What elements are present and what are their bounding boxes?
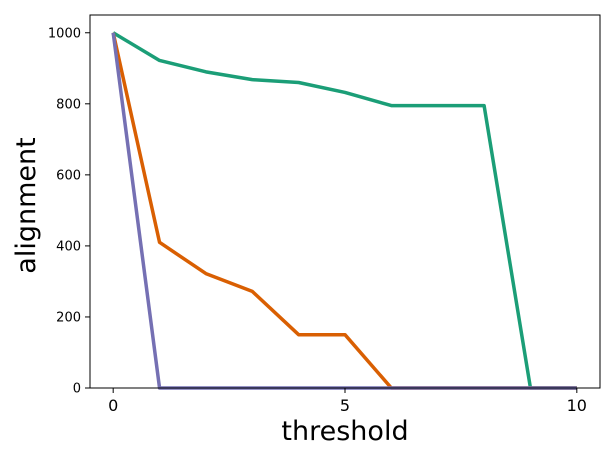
series-layer: [111, 31, 577, 390]
y-tick-label: 800: [56, 97, 81, 112]
y-tick-label: 0: [73, 382, 81, 397]
y-axis-title: alignment: [11, 137, 42, 273]
x-tick-label: 5: [340, 396, 350, 415]
y-tick-label: 400: [56, 239, 81, 254]
x-tick-label: 10: [567, 396, 587, 415]
x-tick-label: 0: [108, 396, 118, 415]
plot-area-frame: [89, 14, 601, 389]
y-tick-label: 200: [56, 310, 81, 325]
x-axis-title: threshold: [281, 416, 408, 447]
series-line-2: [111, 32, 577, 390]
y-tick-label: 1000: [48, 26, 81, 41]
series-line-1: [112, 31, 577, 390]
ticks-layer: 0 200 400 600 800 1000 0 5 10: [48, 26, 587, 415]
y-tick-label: 600: [56, 168, 81, 183]
